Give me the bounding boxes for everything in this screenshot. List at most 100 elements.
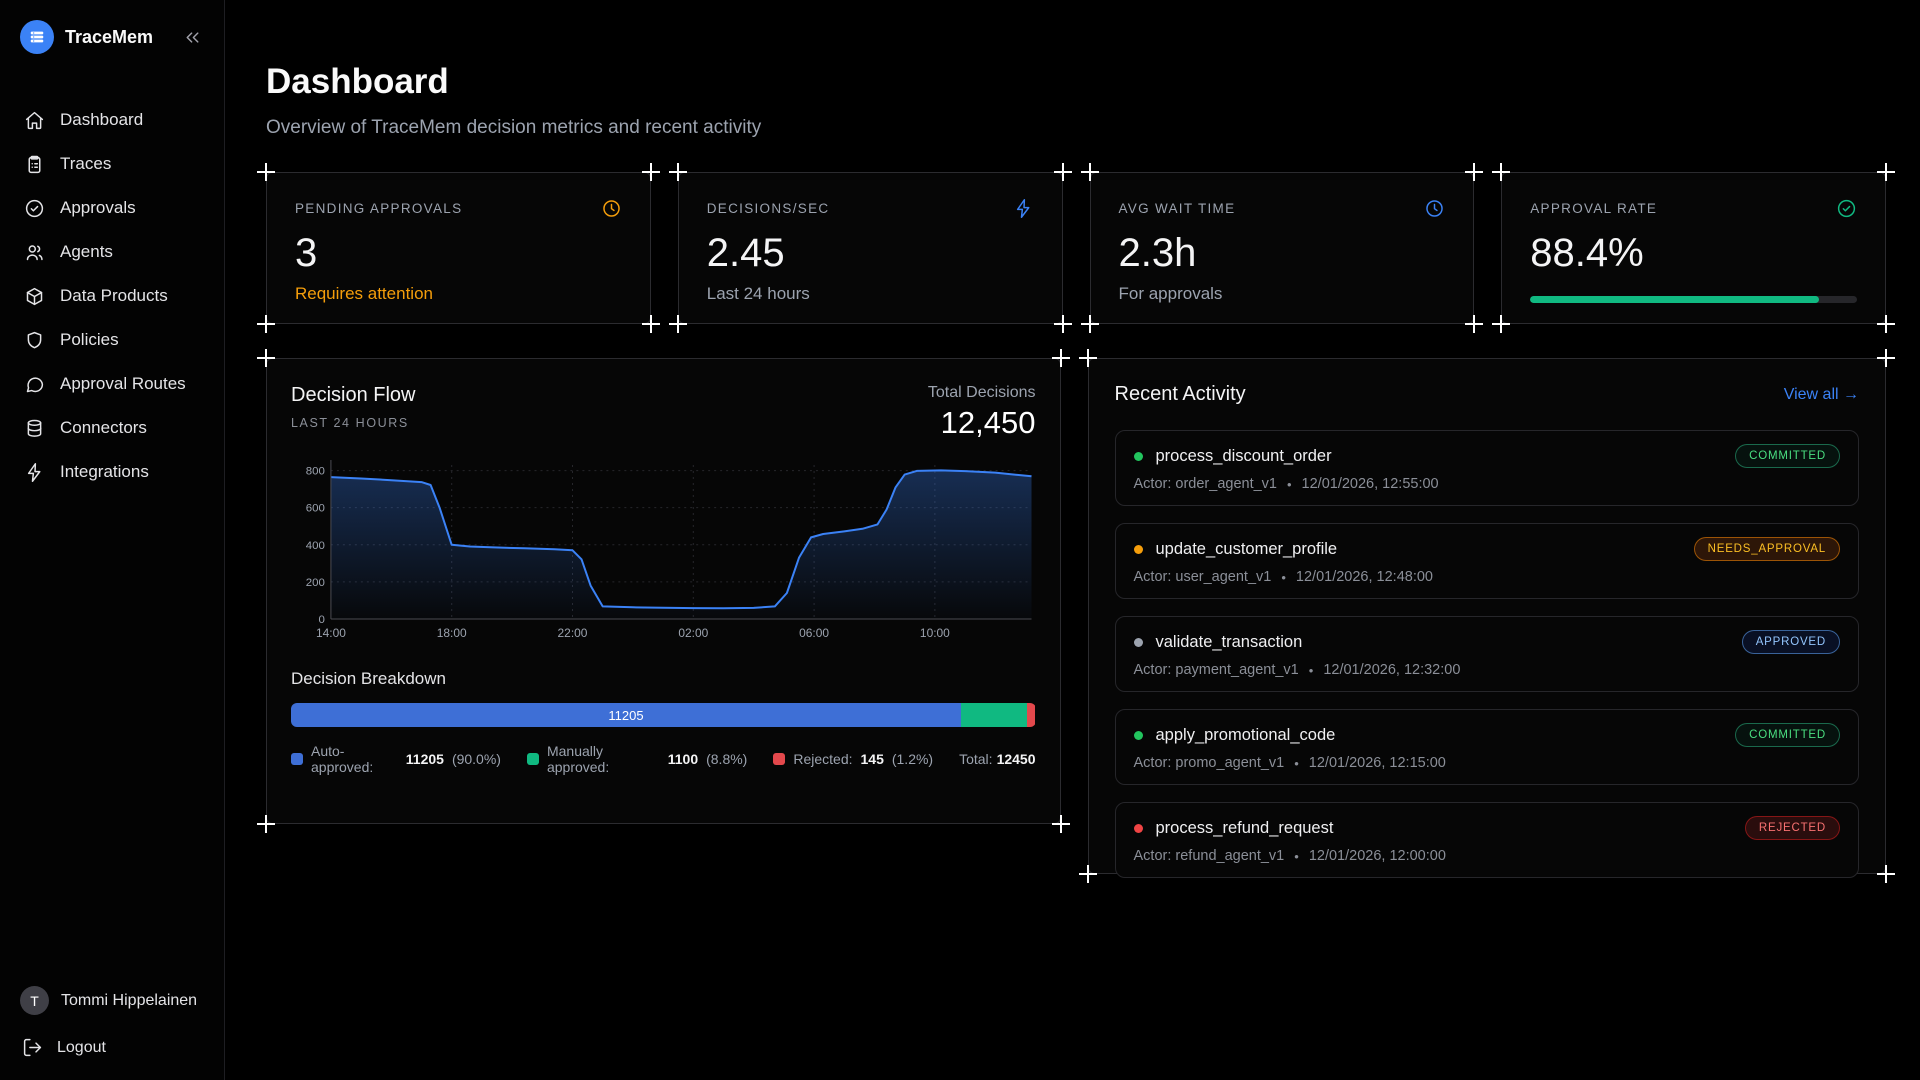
status-badge: COMMITTED [1735, 723, 1840, 747]
stat-card-avg-wait-time: AVG WAIT TIME 2.3h For approvals [1080, 163, 1484, 333]
sidebar-item-label: Approval Routes [60, 374, 186, 393]
sidebar-item-icon [27, 462, 41, 482]
activity-timestamp: 12/01/2026, 12:48:00 [1295, 569, 1433, 585]
stat-label: PENDING APPROVALS [295, 201, 463, 216]
legend-swatch [291, 753, 303, 765]
sidebar: TraceMem Dashboard Traces Approvals Age [0, 0, 225, 1080]
svg-text:14:00: 14:00 [316, 626, 346, 640]
app-title: TraceMem [65, 26, 154, 47]
svg-text:10:00: 10:00 [920, 626, 950, 640]
legend-pct: (1.2%) [891, 751, 934, 767]
sidebar-item[interactable]: Integrations [14, 450, 210, 494]
svg-text:600: 600 [306, 503, 325, 515]
legend-total-value: 12450 [996, 751, 1036, 767]
total-decisions-label: Total Decisions [927, 384, 1036, 401]
sidebar-item[interactable]: Dashboard [14, 98, 210, 142]
recent-activity-card: Recent Activity View all → process_disco… [1078, 349, 1895, 883]
avatar: T [20, 986, 49, 1015]
stat-label: DECISIONS/SEC [706, 201, 830, 216]
activity-actor: Actor: promo_agent_v1 [1133, 755, 1285, 771]
corner-marker [1078, 865, 1097, 883]
status-badge: APPROVED [1741, 630, 1840, 654]
corner-marker [1492, 163, 1511, 181]
sidebar-item[interactable]: Data Products [14, 274, 210, 318]
corner-marker [1877, 163, 1895, 181]
corner-marker [1078, 349, 1097, 367]
total-decisions-value: 12,450 [940, 405, 1036, 440]
corner-marker [1877, 865, 1895, 883]
sidebar-item-label: Agents [60, 242, 113, 261]
stat-label: APPROVAL RATE [1530, 201, 1658, 216]
status-dot [1133, 544, 1143, 554]
stat-card-pending-approvals: PENDING APPROVALS 3 Requires attention [257, 163, 660, 333]
main-content: Dashboard Overview of TraceMem decision … [225, 0, 1920, 914]
stat-value: 2.45 [706, 231, 785, 275]
svg-text:18:00: 18:00 [437, 626, 467, 640]
activity-item[interactable]: process_discount_order COMMITTED Actor: … [1114, 430, 1859, 506]
sidebar-item[interactable]: Connectors [14, 406, 210, 450]
activity-actor: Actor: payment_agent_v1 [1133, 662, 1299, 678]
stat-subtext: For approvals [1118, 284, 1223, 303]
corner-marker [1051, 815, 1070, 833]
app-logo-icon [20, 20, 54, 54]
stats-row: PENDING APPROVALS 3 Requires attention D… [257, 163, 1895, 333]
legend-item: Rejected: 145 (1.2%) [773, 751, 933, 767]
stat-subtext: Last 24 hours [706, 284, 810, 303]
sidebar-item-icon [27, 419, 42, 437]
sidebar-item[interactable]: Approval Routes [14, 362, 210, 406]
legend-value: 1100 [667, 751, 699, 767]
status-dot [1133, 637, 1143, 647]
sidebar-item-label: Policies [60, 330, 119, 349]
user-name: Tommi Hippelainen [61, 991, 198, 1009]
sidebar-item-icon [25, 199, 44, 217]
stat-card-approval-rate: APPROVAL RATE 88.4% [1492, 163, 1895, 333]
sidebar-item[interactable]: Approvals [14, 186, 210, 230]
sidebar-item[interactable]: Traces [14, 142, 210, 186]
decision-flow-subtitle: LAST 24 HOURS [291, 416, 409, 430]
breakdown-bar-label: 11205 [608, 707, 644, 723]
corner-marker [641, 315, 660, 333]
stat-value: 3 [295, 231, 318, 275]
sidebar-item-label: Data Products [60, 286, 168, 305]
corner-marker [1877, 315, 1895, 333]
logout-button[interactable]: Logout [14, 1029, 210, 1060]
stat-value: 88.4% [1530, 231, 1644, 275]
sidebar-item-icon [26, 244, 43, 260]
activity-item[interactable]: update_customer_profile NEEDS_APPROVAL A… [1114, 523, 1859, 599]
stat-subtext: Requires attention [295, 284, 433, 303]
sidebar-item-icon [27, 331, 42, 348]
view-all-link[interactable]: View all → [1783, 385, 1859, 403]
decision-breakdown-title: Decision Breakdown [291, 669, 446, 688]
svg-text:02:00: 02:00 [678, 626, 708, 640]
legend-value: 145 [860, 751, 884, 767]
activity-item[interactable]: process_refund_request REJECTED Actor: r… [1114, 802, 1859, 878]
status-badge: REJECTED [1744, 816, 1840, 840]
status-badge: COMMITTED [1735, 444, 1840, 468]
svg-text:800: 800 [306, 466, 325, 478]
sidebar-item-label: Approvals [60, 198, 136, 217]
sidebar-item[interactable]: Agents [14, 230, 210, 274]
sidebar-item[interactable]: Policies [14, 318, 210, 362]
sidebar-collapse-icon[interactable] [180, 25, 204, 49]
zap-icon [1016, 199, 1029, 218]
activity-actor: Actor: order_agent_v1 [1133, 476, 1277, 492]
corner-marker [1080, 315, 1099, 333]
approval-rate-progress [1530, 296, 1857, 303]
clock-icon [1426, 200, 1444, 217]
activity-name: apply_promotional_code [1155, 725, 1336, 744]
sidebar-item-label: Integrations [60, 462, 149, 481]
legend-item: Auto-approved: 11205 (90.0%) [291, 743, 501, 775]
check-circle-icon [1837, 199, 1856, 218]
sidebar-item-icon [25, 111, 44, 129]
approval-rate-progress-fill [1530, 296, 1820, 303]
separator: • [1308, 662, 1314, 678]
legend-pct: (8.8%) [706, 751, 748, 767]
stat-value: 2.3h [1118, 231, 1197, 275]
sidebar-footer: T Tommi Hippelainen Logout [14, 980, 210, 1060]
user-profile[interactable]: T Tommi Hippelainen [14, 980, 210, 1029]
corner-marker [257, 349, 275, 367]
activity-item[interactable]: apply_promotional_code COMMITTED Actor: … [1114, 709, 1859, 785]
separator: • [1281, 569, 1286, 585]
activity-item[interactable]: validate_transaction APPROVED Actor: pay… [1114, 616, 1859, 692]
breakdown-segment-manually-approved [961, 703, 1027, 727]
